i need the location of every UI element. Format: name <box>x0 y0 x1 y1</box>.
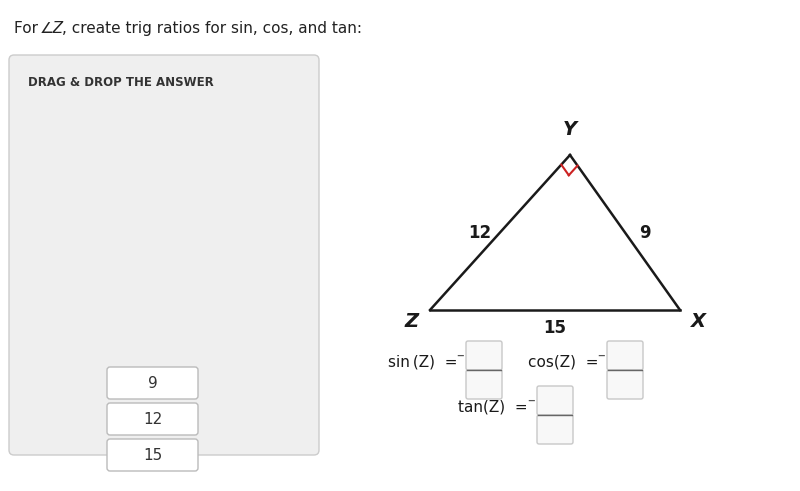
Text: tan(Z)  =: tan(Z) = <box>458 400 528 414</box>
Text: X: X <box>690 312 706 331</box>
FancyBboxPatch shape <box>466 370 502 399</box>
Text: Z: Z <box>405 312 419 331</box>
FancyBboxPatch shape <box>537 386 573 415</box>
FancyBboxPatch shape <box>9 55 319 455</box>
Text: ∠Z: ∠Z <box>40 21 64 35</box>
Text: 12: 12 <box>143 411 162 427</box>
Text: –: – <box>527 393 535 408</box>
FancyBboxPatch shape <box>107 439 198 471</box>
Text: 9: 9 <box>639 223 651 242</box>
Text: –: – <box>456 348 464 363</box>
FancyBboxPatch shape <box>607 341 643 370</box>
Text: sin (Z)  =: sin (Z) = <box>387 355 457 370</box>
FancyBboxPatch shape <box>607 370 643 399</box>
Text: –: – <box>597 348 605 363</box>
FancyBboxPatch shape <box>107 403 198 435</box>
Text: 15: 15 <box>143 447 162 463</box>
Text: 12: 12 <box>469 223 491 242</box>
FancyBboxPatch shape <box>466 341 502 370</box>
FancyBboxPatch shape <box>537 415 573 444</box>
Text: 15: 15 <box>543 319 566 337</box>
Text: , create trig ratios for sin, cos, and tan:: , create trig ratios for sin, cos, and t… <box>62 21 362 35</box>
Text: DRAG & DROP THE ANSWER: DRAG & DROP THE ANSWER <box>28 76 214 88</box>
Text: For: For <box>14 21 43 35</box>
FancyBboxPatch shape <box>107 367 198 399</box>
Text: Y: Y <box>563 120 577 139</box>
Text: cos(Z)  =: cos(Z) = <box>527 355 598 370</box>
Text: 9: 9 <box>148 376 158 390</box>
